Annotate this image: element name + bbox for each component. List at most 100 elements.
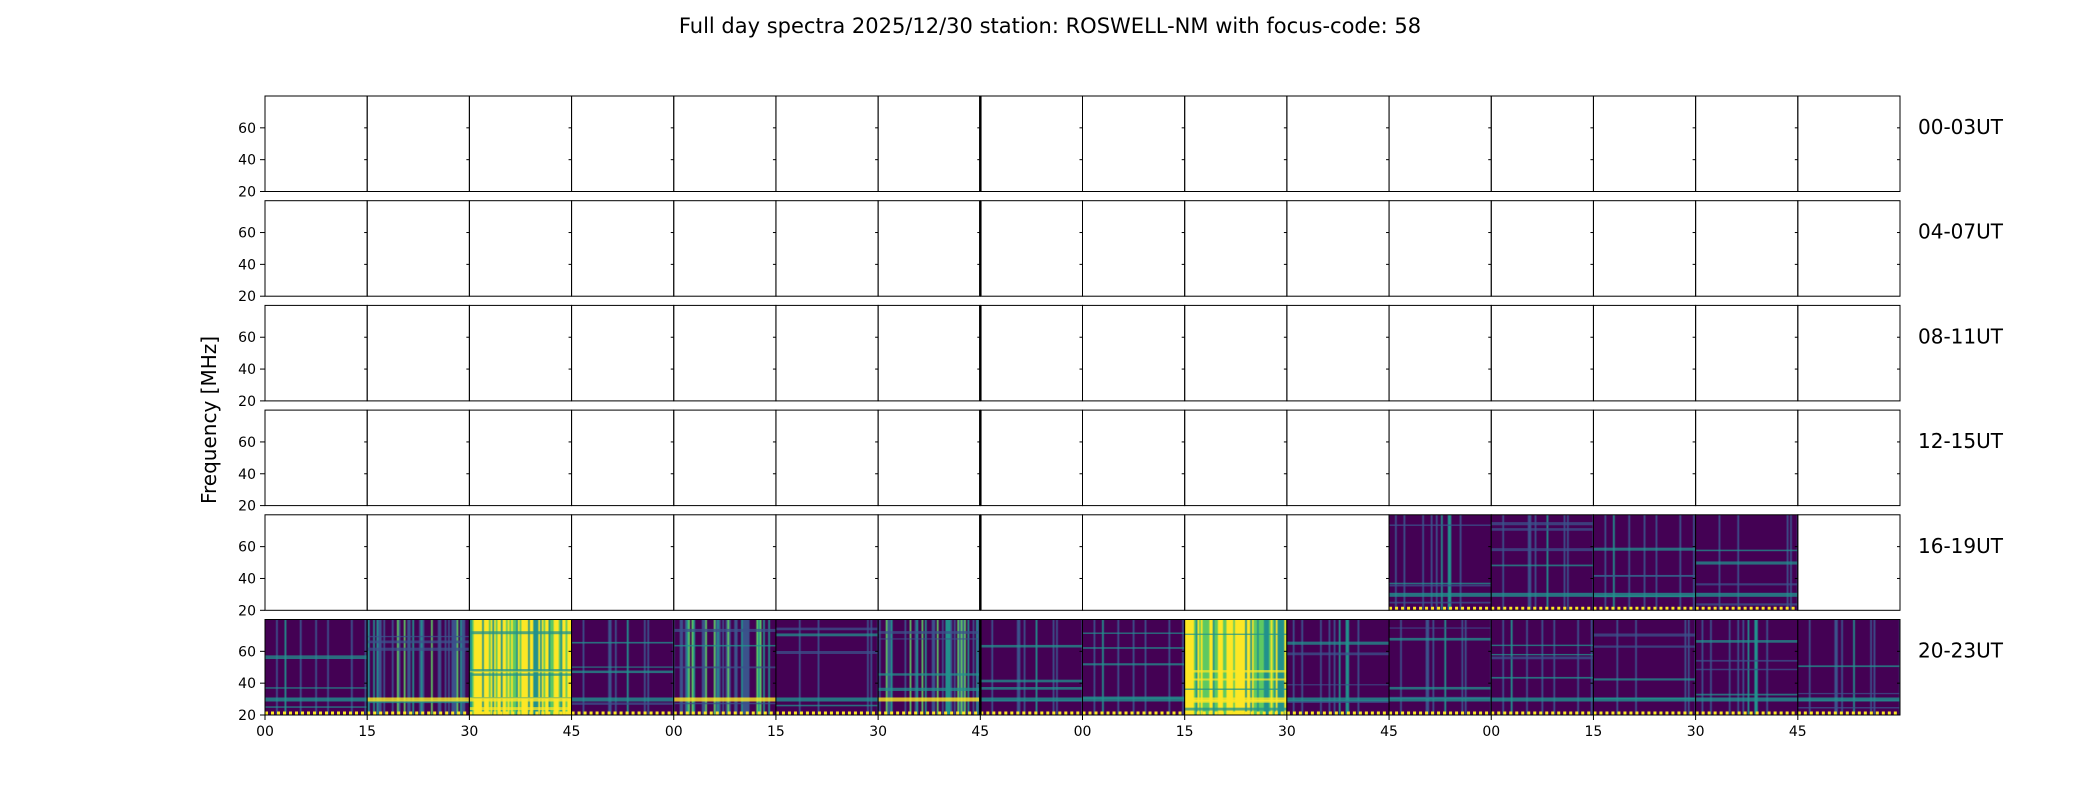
- y-tick-label: 60: [238, 540, 256, 556]
- spectrum-band: [1389, 627, 1492, 629]
- spectrum-band: [1389, 584, 1492, 587]
- spectrum-band: [1797, 692, 1900, 695]
- x-tick-label: 30: [1687, 724, 1705, 740]
- spectrum-panel: [1695, 304, 1799, 402]
- panel-border: [468, 200, 573, 297]
- spectrum-panel: [1490, 95, 1594, 192]
- spectrum-band: [1082, 697, 1185, 702]
- row-08-11UT: 20 40 60 08-11UT: [238, 304, 2004, 410]
- spectrum-panel: [1695, 200, 1799, 297]
- spectrum-panel: [1388, 514, 1492, 611]
- spectrum-band: [469, 673, 572, 676]
- spectrum-panel: [264, 409, 368, 507]
- spectrum-panel: [1592, 619, 1697, 716]
- spectrum-band: [1286, 684, 1390, 686]
- panel-border: [775, 304, 879, 402]
- row-label: 08-11UT: [1918, 324, 2004, 348]
- x-tick-label: 00: [665, 724, 683, 740]
- spectrum-band: [775, 704, 879, 707]
- y-tick-label: 20: [238, 499, 256, 515]
- spectrum-panel: [1184, 200, 1288, 297]
- spectrum-panel: [468, 409, 573, 507]
- spectrum-band: [1389, 637, 1492, 641]
- spectrum-panel: [571, 619, 675, 716]
- spectrum-panel: [366, 619, 470, 716]
- row-00-03UT: 20 40 60 00-03UT: [238, 95, 2004, 201]
- spectrum-band: [878, 673, 981, 676]
- spectrum-panel: [673, 304, 777, 402]
- spectrum-panel: [979, 304, 1083, 402]
- spectrum-band: [1695, 668, 1798, 671]
- x-tick-label: 45: [563, 724, 581, 740]
- panel-border: [571, 95, 675, 192]
- x-tick-label: 45: [971, 724, 989, 740]
- spectrum-band: [1082, 663, 1185, 666]
- spectrum-band: [1389, 592, 1492, 597]
- spectrum-band: [1491, 656, 1594, 660]
- spectrum-band: [673, 666, 776, 669]
- spectrum-panel: [571, 304, 675, 402]
- x-tick-label: 00: [1074, 724, 1092, 740]
- spectrum-panel: [775, 514, 879, 611]
- panel-border: [468, 409, 573, 507]
- panel-border: [673, 95, 777, 192]
- y-tick-label: 60: [238, 435, 256, 451]
- spectrum-band: [980, 697, 1083, 702]
- row-label: 20-23UT: [1918, 639, 2004, 663]
- spectrum-band: [367, 697, 470, 702]
- spectrum-band: [980, 687, 1083, 690]
- panel-border: [366, 200, 470, 297]
- spectrum-panel: [571, 200, 675, 297]
- x-tick-label: 45: [1789, 724, 1807, 740]
- row-label: 04-07UT: [1918, 220, 2004, 244]
- panel-border: [979, 514, 1083, 611]
- spectrum-band: [367, 640, 470, 644]
- spectrum-panel: [1286, 95, 1390, 192]
- spectrum-band: [878, 631, 981, 634]
- spectrum-band: [1389, 524, 1492, 526]
- spectrum-panel: [775, 619, 879, 716]
- spectrum-panel: [1797, 200, 1901, 297]
- spectrum-band: [878, 638, 981, 640]
- spectrum-panel: [1286, 304, 1390, 402]
- spectrum-panel: [979, 200, 1083, 297]
- spectrum-band: [1695, 561, 1798, 565]
- spectrum-band: [367, 647, 470, 651]
- panel-border: [264, 200, 368, 297]
- spectrum-panel: [264, 200, 368, 297]
- spectrum-panel: [1286, 200, 1390, 297]
- spectrum-band: [1286, 697, 1390, 702]
- x-tick-label: 30: [869, 724, 887, 740]
- panel-border: [979, 304, 1083, 402]
- panel-border: [571, 514, 675, 611]
- spectrum-panel: [979, 514, 1083, 611]
- spectrum-panel: [979, 409, 1083, 507]
- spectrum-band: [1184, 697, 1287, 702]
- panel-border: [1592, 304, 1697, 402]
- spectrum-panel: [775, 409, 879, 507]
- spectrum-panel: [1082, 304, 1186, 402]
- spectrum-panel: [1388, 409, 1492, 507]
- spectrum-band: [1491, 592, 1594, 597]
- spectrum-band: [265, 706, 368, 708]
- panel-border: [1388, 409, 1492, 507]
- panel-border: [775, 200, 879, 297]
- spectrum-panel: [877, 95, 981, 192]
- panel-border: [1797, 514, 1901, 611]
- panel-border: [1286, 514, 1390, 611]
- row-16-19UT: 20 40 60 16-19UT: [238, 514, 2004, 619]
- spectrum-panel: [264, 304, 368, 402]
- panel-border: [877, 200, 981, 297]
- spectrum-panel: [468, 200, 573, 297]
- spectrum-band: [265, 655, 368, 657]
- spectrum-band: [1695, 659, 1798, 662]
- spectrum-band: [1491, 697, 1594, 702]
- panel-border: [673, 200, 777, 297]
- spectrum-panel: [775, 95, 879, 192]
- y-tick-label: 20: [238, 603, 256, 619]
- spectrum-band: [775, 697, 879, 702]
- panel-border: [1082, 304, 1186, 402]
- panel-border: [1388, 200, 1492, 297]
- panel-border: [1184, 200, 1288, 297]
- y-tick-label: 60: [238, 121, 256, 137]
